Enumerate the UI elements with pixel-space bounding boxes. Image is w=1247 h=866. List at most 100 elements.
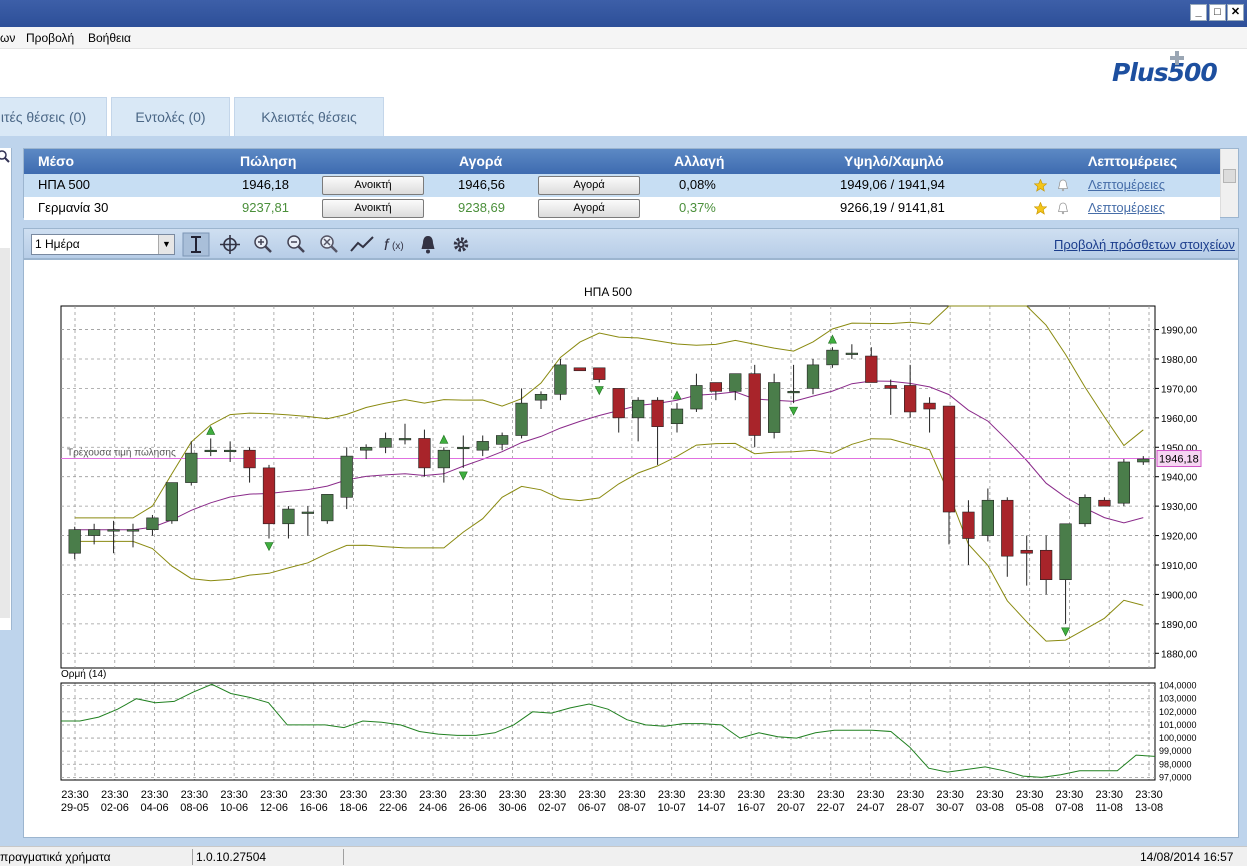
momentum-plot-frame <box>60 682 1156 781</box>
alert-bell-icon[interactable] <box>1057 179 1069 192</box>
x-tick-time: 23:30 <box>379 789 407 801</box>
sell-signal-marker <box>1061 627 1071 637</box>
scroll-thumb[interactable] <box>1223 169 1236 183</box>
x-tick-date: 02-06 <box>101 802 129 814</box>
cursor-icon[interactable] <box>182 232 210 257</box>
candle-down <box>904 385 917 413</box>
buy-button[interactable]: Αγορά <box>538 199 640 218</box>
menu-item-view[interactable]: Προβολή <box>26 31 75 45</box>
x-tick-time: 23:30 <box>220 789 248 801</box>
x-tick-time: 23:30 <box>499 789 527 801</box>
x-tick-time: 23:30 <box>777 789 805 801</box>
buy-signal-marker <box>827 334 837 344</box>
candle-down <box>418 438 431 469</box>
x-tick-time: 23:30 <box>976 789 1004 801</box>
candle-down <box>243 449 256 469</box>
candle-up <box>826 349 839 366</box>
chart-toolbar: 1 Ημέρα ▼ f (x) Προβολή πρόσθετων στοιχεί… <box>23 228 1239 259</box>
favorite-star-icon[interactable] <box>1034 202 1047 215</box>
price-chart[interactable]: ΗΠΑ 50023:3029-0523:3002-0623:3004-0623:… <box>24 260 1238 837</box>
close-button[interactable]: ✕ <box>1227 4 1244 21</box>
x-tick-time: 23:30 <box>260 789 288 801</box>
buy-price: 9238,69 <box>458 200 505 215</box>
x-tick-time: 23:30 <box>181 789 209 801</box>
x-tick-date: 29-05 <box>61 802 89 814</box>
y-tick-label: 1910,00 <box>1161 561 1198 572</box>
high-low-value: 1949,06 / 1941,94 <box>840 177 945 192</box>
candle-up <box>1078 497 1092 525</box>
zoom-reset-icon[interactable] <box>315 232 343 257</box>
alert-bell-icon[interactable] <box>414 232 442 257</box>
x-tick-date: 05-08 <box>1016 802 1044 814</box>
column-header-sell: Πώληση <box>240 153 297 169</box>
zoom-in-icon[interactable] <box>249 232 277 257</box>
minimize-button[interactable]: _ <box>1190 4 1207 21</box>
x-tick-date: 16-06 <box>300 802 328 814</box>
x-tick-date: 28-07 <box>896 802 924 814</box>
x-tick-time: 23:30 <box>1095 789 1123 801</box>
candle-up <box>845 352 858 355</box>
tab-label: Κλειστές θέσεις <box>261 109 357 125</box>
candle-up <box>1059 523 1072 581</box>
sell-button[interactable]: Ανοικτή <box>322 199 424 218</box>
candle-up <box>768 382 781 433</box>
more-data-link[interactable]: Προβολή πρόσθετων στοιχείων <box>1054 237 1235 252</box>
x-tick-date: 11-08 <box>1096 802 1123 814</box>
menu-item-positions[interactable]: ων <box>0 31 16 45</box>
candle-up <box>554 364 567 395</box>
candle-down <box>865 355 878 383</box>
column-header-buy: Αγορά <box>459 153 503 169</box>
tab-closed-positions[interactable]: Κλειστές θέσεις <box>234 97 384 136</box>
crosshair-icon[interactable] <box>216 232 244 257</box>
current-price-label: 1946,18 <box>1159 454 1199 466</box>
chevron-down-icon[interactable]: ▼ <box>158 235 174 254</box>
x-tick-time: 23:30 <box>857 789 885 801</box>
left-panel-scrollbar[interactable] <box>0 248 10 618</box>
tab-open-positions[interactable]: ιτές θέσεις (0) <box>0 97 107 136</box>
candle-down <box>1040 549 1053 581</box>
y-tick-label: 1930,00 <box>1161 502 1198 513</box>
instrument-name: Γερμανία 30 <box>38 200 109 215</box>
momentum-y-tick-label: 97,0000 <box>1159 772 1192 782</box>
x-tick-time: 23:30 <box>1056 789 1084 801</box>
y-tick-label: 1920,00 <box>1161 532 1198 543</box>
x-tick-date: 06-07 <box>578 802 606 814</box>
period-select-value: 1 Ημέρα <box>35 237 80 251</box>
search-icon[interactable] <box>0 150 11 164</box>
details-link[interactable]: Λεπτομέρειες <box>1088 200 1166 215</box>
buy-signal-marker <box>206 425 216 435</box>
x-tick-time: 23:30 <box>141 789 169 801</box>
candle-down <box>709 382 722 392</box>
account-mode: πραγματικά χρήματα <box>0 850 111 864</box>
indicator-line-icon[interactable] <box>348 232 376 257</box>
period-select[interactable]: 1 Ημέρα ▼ <box>31 234 175 255</box>
column-header-instrument: Μέσο <box>38 153 75 169</box>
sell-price: 1946,18 <box>242 177 289 192</box>
menu-item-help[interactable]: Βοήθεια <box>88 31 131 45</box>
alert-bell-icon[interactable] <box>1057 202 1069 215</box>
favorite-star-icon[interactable] <box>1034 179 1047 192</box>
candle-up <box>515 402 528 436</box>
buy-signal-marker <box>439 434 449 444</box>
column-header-details: Λεπτομέρειες <box>1088 153 1178 169</box>
table-scrollbar[interactable] <box>1220 149 1238 217</box>
table-row[interactable]: ΗΠΑ 500 1946,18 Ανοικτή 1946,56 Αγορά 0,… <box>24 174 1220 197</box>
buy-button[interactable]: Αγορά <box>538 176 640 195</box>
x-tick-date: 02-07 <box>538 802 566 814</box>
function-icon[interactable]: f (x) <box>381 232 409 257</box>
zoom-out-icon[interactable] <box>282 232 310 257</box>
candle-up <box>690 385 703 410</box>
x-tick-date: 22-07 <box>817 802 845 814</box>
tab-orders[interactable]: Εντολές (0) <box>111 97 230 136</box>
restore-button[interactable]: □ <box>1209 4 1226 21</box>
details-link[interactable]: Λεπτομέρειες <box>1088 177 1166 192</box>
y-tick-label: 1950,00 <box>1161 443 1198 454</box>
x-tick-date: 24-07 <box>856 802 884 814</box>
x-tick-date: 08-07 <box>618 802 646 814</box>
candle-up <box>1117 461 1130 504</box>
settings-gear-icon[interactable] <box>447 232 475 257</box>
window-titlebar: _ □ ✕ <box>0 0 1247 27</box>
table-row[interactable]: Γερμανία 30 9237,81 Ανοικτή 9238,69 Αγορ… <box>24 197 1220 220</box>
sell-button[interactable]: Ανοικτή <box>322 176 424 195</box>
table-header: Μέσο Πώληση Αγορά Αλλαγή Υψηλό/Χαμηλό Λε… <box>24 149 1220 174</box>
